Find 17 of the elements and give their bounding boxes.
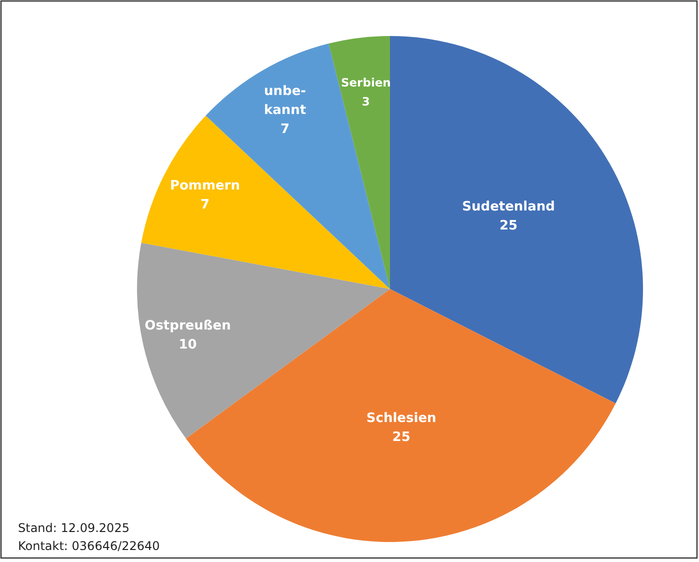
slice-label: Pommern [170,178,240,194]
data-label: 25 [500,218,518,234]
text: Kontakt: 036646/22640 [18,539,160,553]
data-label: 7 [280,122,290,137]
data-label: 7 [200,197,210,212]
slice-label: Ostpreußen [144,318,231,334]
slice-label: unbe- kannt [264,84,306,118]
slice-label: Serbien [340,76,391,90]
data-label: 25 [392,430,410,445]
slice-label: Sudetenland [462,199,555,214]
slice-label: Schlesien [366,410,436,426]
pie-slice [390,36,643,404]
pie-slice [328,36,390,289]
pie-slice [141,116,390,289]
data-label: 3 [362,94,370,109]
text: Stand: 12.09.2025 [18,521,130,535]
data-label: 10 [178,337,197,352]
